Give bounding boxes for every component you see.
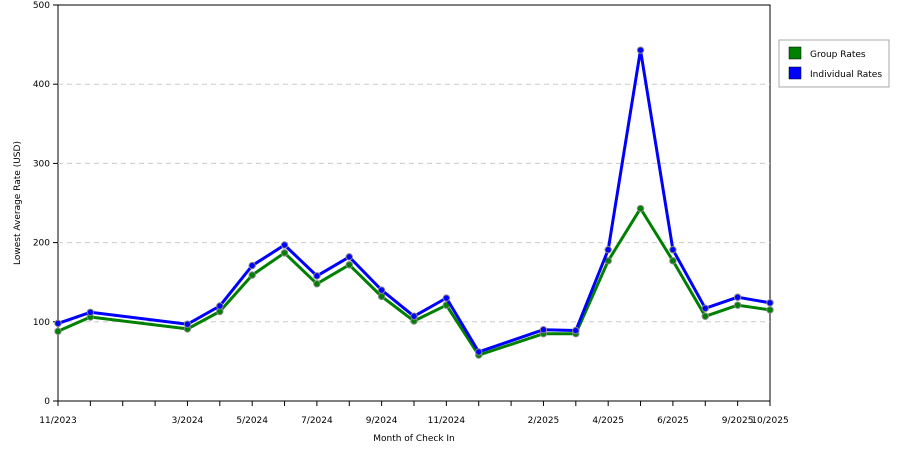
data-point-individual-rates xyxy=(313,272,321,280)
data-point-individual-rates xyxy=(604,246,612,254)
data-point-individual-rates xyxy=(733,293,742,301)
data-point-individual-rates xyxy=(766,299,774,307)
series-line-group-rates xyxy=(57,207,771,357)
x-tick-label: 2/2025 xyxy=(528,416,560,426)
data-point-individual-rates xyxy=(216,302,224,310)
x-tick-label: 11/2023 xyxy=(39,416,76,426)
data-point-individual-rates xyxy=(345,253,353,261)
x-tick-label: 9/2024 xyxy=(366,416,398,426)
x-tick-label: 4/2025 xyxy=(592,416,624,426)
legend-swatch-group-rates xyxy=(788,46,802,60)
data-point-group-rates xyxy=(669,257,677,265)
legend-label-individual-rates: Individual Rates xyxy=(810,70,882,80)
data-point-group-rates xyxy=(766,306,774,314)
data-point-individual-rates xyxy=(475,348,483,356)
data-point-group-rates xyxy=(313,280,321,288)
data-point-group-rates xyxy=(280,249,289,257)
x-tick-label: 3/2024 xyxy=(172,416,204,426)
legend: Group Rates Individual Rates xyxy=(778,39,890,88)
data-point-individual-rates xyxy=(86,308,95,316)
y-tick-label: 100 xyxy=(33,318,50,328)
data-point-individual-rates xyxy=(442,294,451,302)
legend-label-group-rates: Group Rates xyxy=(810,50,866,60)
data-point-group-rates xyxy=(54,327,62,336)
y-axis-title: Lowest Average Rate (USD) xyxy=(13,141,23,265)
data-point-individual-rates xyxy=(280,241,289,249)
data-point-group-rates xyxy=(248,271,256,279)
data-point-group-rates xyxy=(377,292,386,301)
data-point-individual-rates xyxy=(539,326,548,334)
data-point-group-rates xyxy=(636,204,645,213)
x-tick-label: 6/2025 xyxy=(657,416,689,426)
series-line-individual-rates xyxy=(57,48,771,354)
x-axis-title: Month of Check In xyxy=(373,434,455,444)
x-tick-label: 9/2025 xyxy=(722,416,754,426)
x-tick-label: 5/2024 xyxy=(236,416,268,426)
data-point-group-rates xyxy=(733,301,742,309)
y-tick-label: 500 xyxy=(33,1,50,11)
y-tick-label: 200 xyxy=(33,239,50,249)
y-tick-label: 300 xyxy=(33,159,50,169)
legend-swatch-individual-rates xyxy=(788,66,802,80)
data-point-individual-rates xyxy=(572,326,580,335)
x-tick-label: 10/2025 xyxy=(751,416,788,426)
data-point-individual-rates xyxy=(183,320,192,328)
data-point-individual-rates xyxy=(410,312,418,320)
x-tick-label: 11/2024 xyxy=(428,416,466,426)
y-tick-label: 400 xyxy=(33,80,50,90)
data-point-individual-rates xyxy=(248,261,256,270)
data-point-individual-rates xyxy=(669,246,677,254)
y-tick-label: 0 xyxy=(44,397,50,407)
data-point-individual-rates xyxy=(377,286,386,294)
data-point-individual-rates xyxy=(54,319,62,328)
plot-area xyxy=(57,4,771,402)
data-point-group-rates xyxy=(345,261,353,269)
x-tick-label: 7/2024 xyxy=(301,416,333,426)
data-point-individual-rates xyxy=(701,304,709,313)
data-point-individual-rates xyxy=(636,46,645,54)
data-point-group-rates xyxy=(701,312,709,320)
